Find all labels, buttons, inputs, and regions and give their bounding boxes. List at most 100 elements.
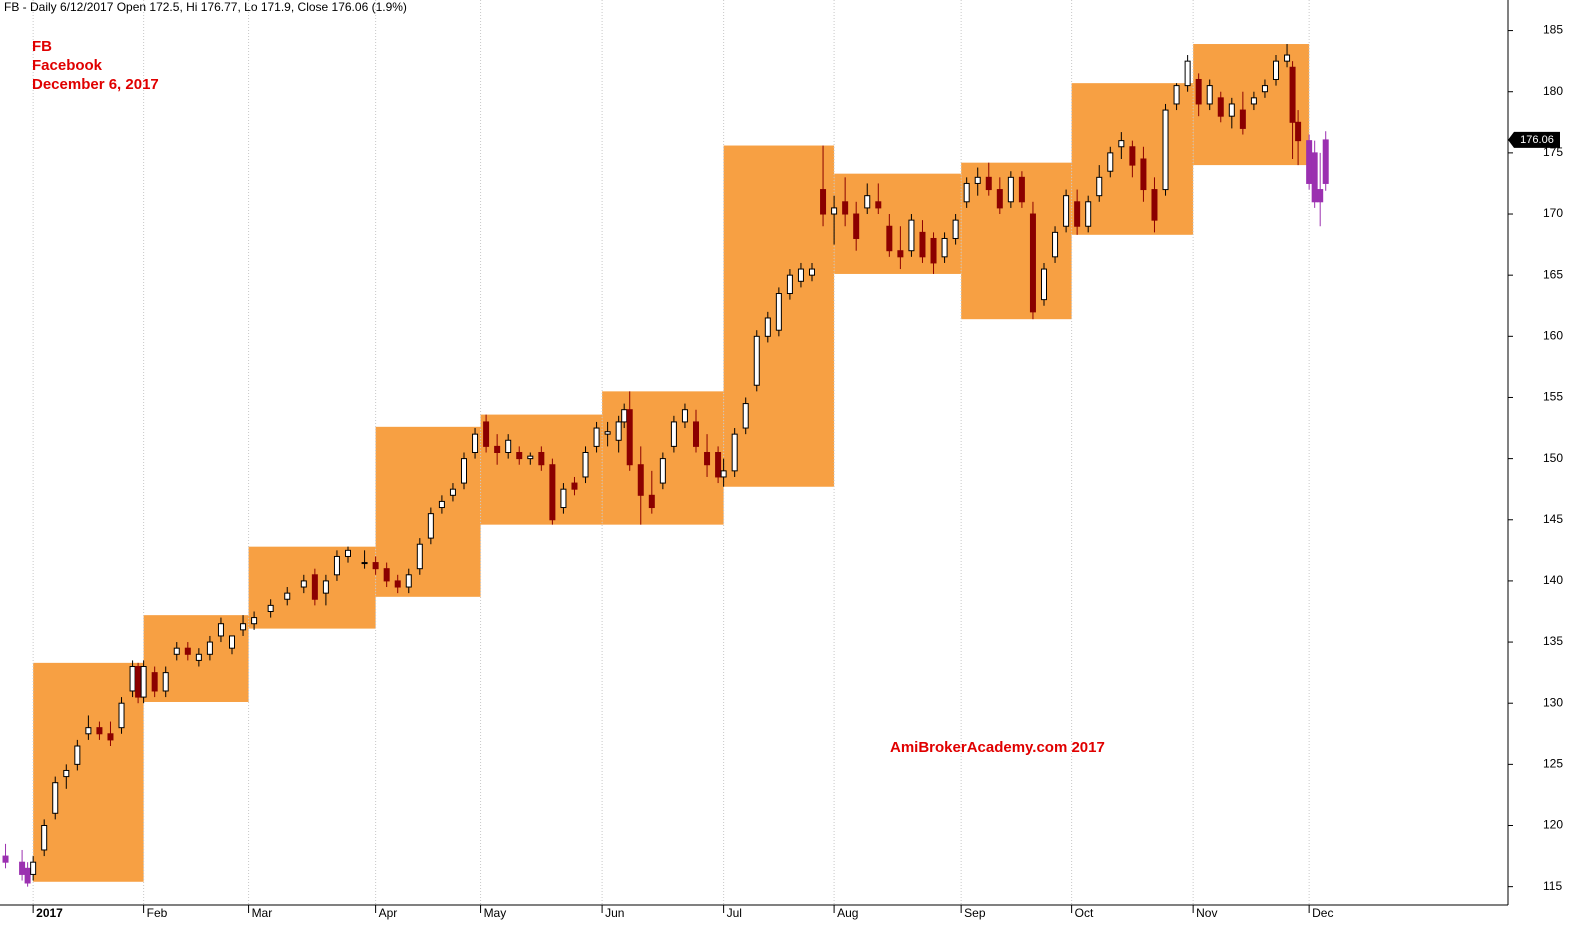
- candle-body: [1317, 189, 1324, 203]
- candle-body: [405, 574, 412, 588]
- candle-body: [1273, 60, 1279, 80]
- candle-body: [1007, 176, 1014, 203]
- candle-body: [1184, 60, 1191, 87]
- candle-body: [135, 666, 142, 698]
- x-tick-label: Jul: [727, 906, 742, 920]
- candle-body: [311, 574, 318, 600]
- candle-body: [637, 464, 644, 496]
- candle-body: [974, 176, 981, 184]
- candle-body: [195, 653, 202, 661]
- candle-body: [494, 445, 501, 453]
- candle-body: [1261, 85, 1268, 93]
- y-tick-label: 120: [1543, 818, 1563, 832]
- candle-body: [394, 580, 401, 588]
- candle-body: [621, 409, 628, 423]
- candle-body: [615, 421, 622, 441]
- candle-body: [416, 543, 423, 570]
- candle-body: [1085, 201, 1092, 227]
- candle-body: [372, 562, 379, 570]
- candle-body: [1107, 152, 1114, 172]
- candle-body: [1162, 109, 1169, 191]
- candle-body: [720, 470, 727, 478]
- candle-body: [240, 623, 247, 631]
- candle-body: [1306, 140, 1313, 184]
- candle-body: [217, 623, 224, 637]
- candle-body: [1096, 176, 1103, 197]
- candle-body: [1311, 152, 1318, 203]
- x-tick-label: Oct: [1075, 906, 1094, 920]
- candle-body: [681, 409, 688, 423]
- x-tick-label: Apr: [379, 906, 398, 920]
- candle-body: [41, 825, 48, 851]
- candle-body: [704, 452, 711, 466]
- candle-body: [527, 455, 534, 460]
- candle-body: [438, 500, 445, 509]
- y-tick-label: 170: [1543, 206, 1563, 220]
- price-tag: [1508, 131, 1560, 148]
- candle-body: [505, 439, 512, 453]
- candle-body: [560, 488, 567, 509]
- candle-body: [764, 317, 771, 337]
- y-tick-label: 155: [1543, 390, 1563, 404]
- annotation: December 6, 2017: [32, 76, 159, 93]
- candle-body: [786, 274, 793, 295]
- candle-body: [549, 464, 556, 521]
- candle-body: [593, 427, 600, 447]
- candle-body: [1206, 85, 1213, 105]
- candle-body: [571, 482, 578, 490]
- candle-body: [1140, 158, 1147, 191]
- candle-body: [1129, 146, 1136, 166]
- candle-body: [1173, 85, 1180, 105]
- candle-body: [1063, 195, 1070, 227]
- candle-body: [842, 201, 849, 215]
- candle-body: [345, 549, 351, 557]
- candle-body: [251, 617, 258, 625]
- range-box: [375, 426, 481, 597]
- y-tick-label: 150: [1543, 451, 1563, 465]
- candle-body: [996, 189, 1003, 209]
- candle-body: [1295, 121, 1302, 142]
- candle-body: [809, 268, 815, 276]
- x-tick-label: Nov: [1196, 906, 1217, 920]
- candle-body: [693, 421, 699, 447]
- candle-body: [24, 867, 31, 884]
- candle-body: [107, 733, 114, 741]
- annotation: FB: [32, 38, 52, 55]
- annotation: Facebook: [32, 57, 103, 74]
- candle-body: [941, 237, 948, 258]
- price-tag-label: 176.06: [1520, 134, 1554, 146]
- candle-body: [853, 213, 860, 239]
- watermark: AmiBrokerAcademy.com 2017: [890, 739, 1105, 756]
- y-tick-label: 125: [1543, 757, 1563, 771]
- x-tick-label: Jun: [605, 906, 624, 920]
- x-tick-label: 2017: [36, 906, 63, 920]
- header: FB - Daily 6/12/2017 Open 172.5, Hi 176.…: [4, 0, 407, 14]
- axis-labels: 1151201251301351401451501551601651701751…: [32, 23, 1563, 920]
- candle-body: [1195, 78, 1202, 105]
- y-tick-label: 115: [1543, 879, 1562, 893]
- candle-body: [151, 672, 158, 692]
- candle-body: [383, 568, 390, 582]
- candle-body: [1289, 66, 1296, 123]
- range-box: [834, 173, 962, 274]
- y-tick-label: 130: [1543, 695, 1563, 709]
- candle-body: [427, 513, 434, 539]
- range-box: [33, 662, 144, 882]
- y-tick-label: 160: [1543, 328, 1563, 342]
- candle-body: [461, 458, 467, 484]
- candle-body: [797, 268, 804, 282]
- y-tick-label: 135: [1543, 634, 1563, 648]
- candle-body: [300, 580, 307, 588]
- candle-body: [908, 219, 915, 252]
- candle-body: [604, 431, 611, 435]
- candle-body: [753, 335, 760, 386]
- candle-body: [30, 861, 37, 875]
- candle-body: [820, 189, 827, 215]
- candle-body: [1074, 201, 1081, 227]
- candle-body: [1250, 97, 1257, 105]
- candle-body: [1151, 189, 1158, 221]
- candle-body: [85, 727, 92, 735]
- candle-body: [1239, 109, 1246, 129]
- candle-body: [1029, 213, 1036, 313]
